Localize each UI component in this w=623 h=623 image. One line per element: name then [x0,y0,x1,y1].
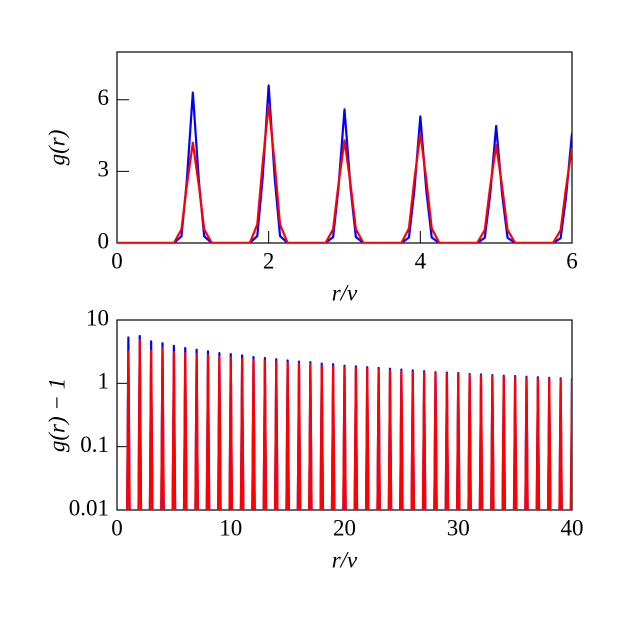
series-line [117,103,572,243]
y-tick-label: 10 [86,305,109,330]
x-axis-label: r/v [332,280,358,305]
y-axis-label: g(r) − 1 [44,378,69,452]
y-axis-label: g(r) [44,130,69,166]
x-tick-label: 2 [263,248,275,273]
x-axis-label: r/v [332,547,358,572]
x-tick-label: 10 [219,515,242,540]
y-tick-label: 0.1 [80,432,109,457]
x-tick-label: 0 [111,515,123,540]
x-tick-label: 0 [111,248,123,273]
x-tick-label: 4 [415,248,427,273]
x-tick-label: 6 [566,248,578,273]
series-line [117,84,572,243]
series-line [126,339,572,510]
plot-area [117,84,572,243]
y-tick-label: 1 [98,369,110,394]
y-tick-label: 0 [98,228,110,253]
y-tick-label: 6 [98,85,110,110]
x-tick-label: 20 [333,515,356,540]
x-tick-label: 30 [447,515,470,540]
y-tick-label: 0.01 [69,495,109,520]
y-tick-label: 3 [98,157,110,182]
x-tick-label: 40 [561,515,584,540]
plot-area [126,334,572,510]
